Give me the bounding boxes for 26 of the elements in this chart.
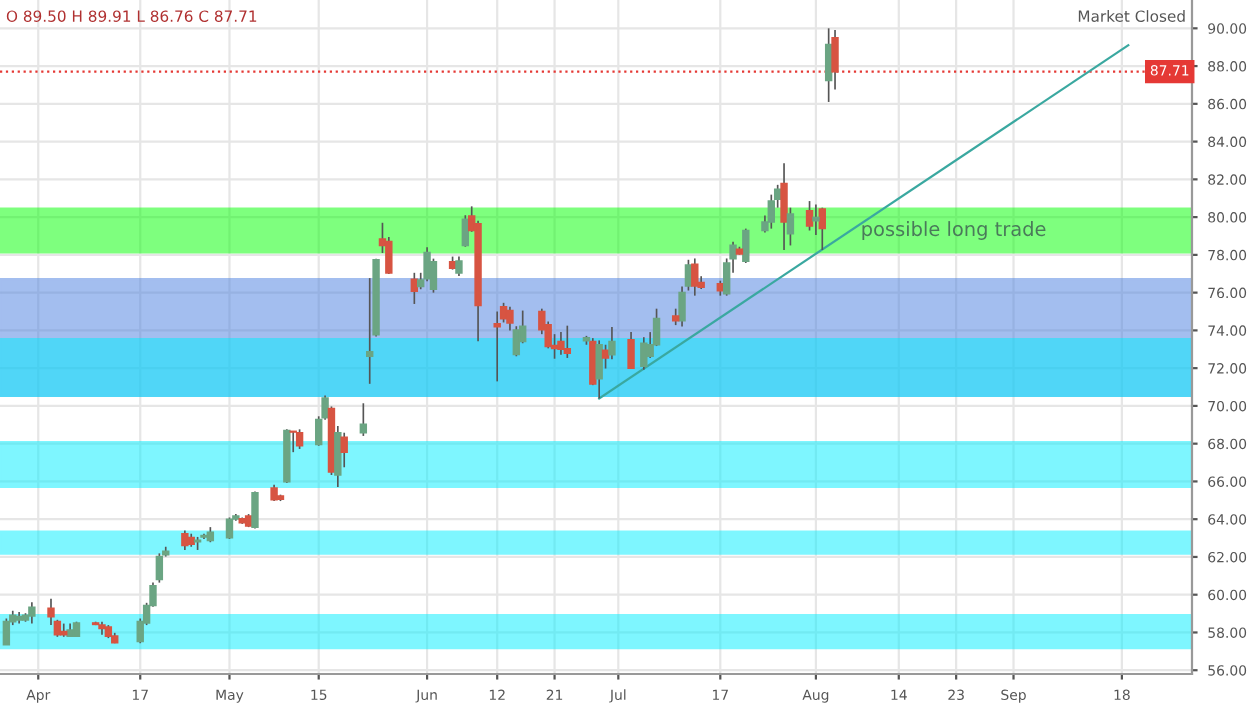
band-label: possible long trade: [862, 221, 1046, 240]
candlestick: [812, 203, 820, 236]
candlestick: [563, 324, 572, 359]
candlestick: [28, 601, 36, 625]
candlestick: [742, 227, 750, 264]
candlestick: [359, 402, 368, 437]
candlestick: [805, 200, 814, 232]
candlestick: [181, 529, 189, 551]
candlestick: [767, 193, 775, 230]
candlestick: [595, 339, 603, 400]
candlestick: [640, 336, 648, 371]
candlestick: [340, 431, 348, 469]
candlestick: [493, 310, 501, 383]
candlestick: [455, 255, 463, 277]
candlestick: [289, 430, 297, 454]
candlestick: [155, 552, 164, 584]
candlestick: [780, 162, 788, 251]
candlestick: [818, 206, 826, 251]
candlestick: [506, 305, 514, 332]
candlestick: [608, 326, 616, 361]
candlestick: [627, 331, 635, 370]
candlestick: [251, 490, 259, 530]
candlestick: [295, 428, 304, 450]
candlestick: [691, 257, 699, 297]
candlestick: [557, 331, 565, 356]
candlestick: [2, 617, 11, 646]
